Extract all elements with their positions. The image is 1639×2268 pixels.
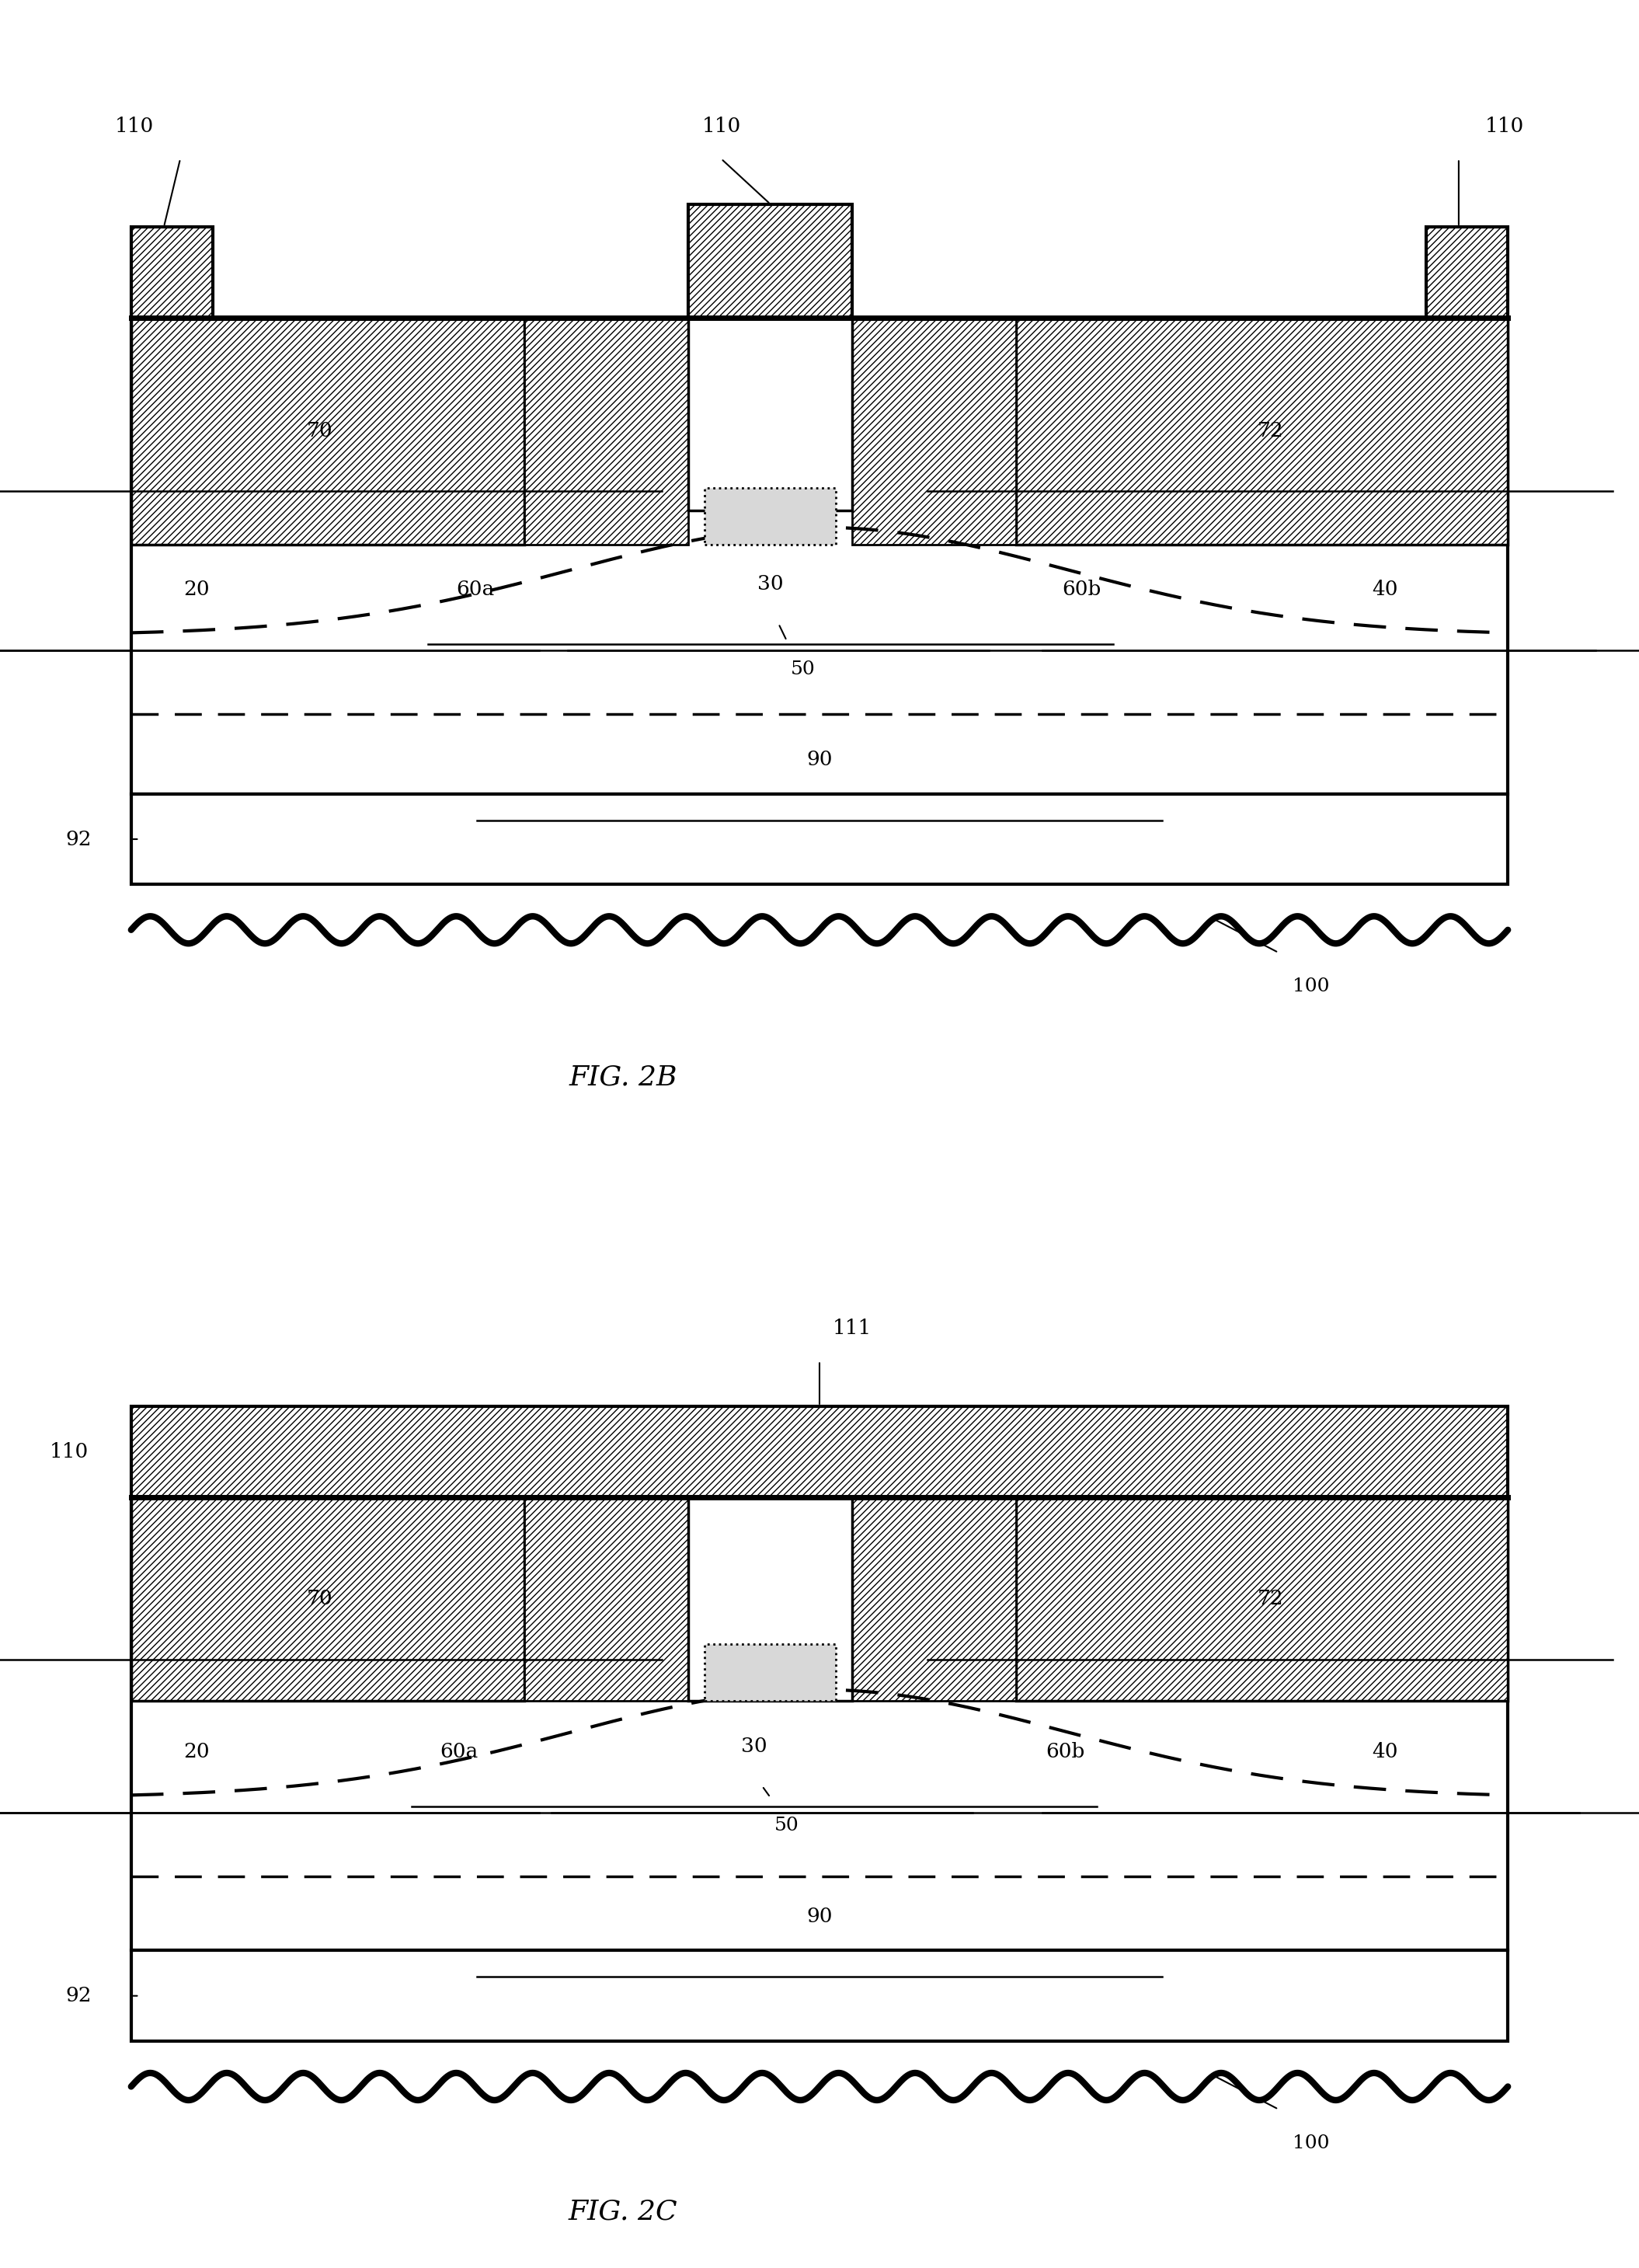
- Text: 90: 90: [806, 1907, 833, 1926]
- Text: 111: 111: [833, 1318, 872, 1338]
- Text: 100: 100: [1293, 978, 1329, 996]
- Bar: [524, 1497, 688, 1701]
- Text: 90: 90: [806, 751, 833, 769]
- Bar: [131, 318, 524, 544]
- Text: 60b: 60b: [1046, 1742, 1085, 1762]
- Bar: [131, 1950, 1508, 2041]
- Bar: [852, 318, 1016, 544]
- Bar: [131, 1497, 524, 1701]
- Text: 40: 40: [1372, 1742, 1398, 1762]
- Bar: [131, 227, 213, 318]
- Text: 20: 20: [184, 581, 210, 599]
- Text: 60a: 60a: [456, 581, 495, 599]
- Text: 20: 20: [184, 1742, 210, 1762]
- Text: 60a: 60a: [439, 1742, 479, 1762]
- Bar: [852, 1497, 1016, 1701]
- Bar: [1016, 1497, 1508, 1701]
- Text: 74: 74: [757, 479, 783, 497]
- Bar: [131, 318, 1508, 794]
- Text: 40: 40: [1372, 581, 1398, 599]
- Text: 100: 100: [1293, 2134, 1329, 2152]
- Bar: [688, 1497, 852, 1701]
- Text: 110: 110: [1485, 116, 1524, 136]
- Text: FIG. 2C: FIG. 2C: [569, 2198, 677, 2225]
- Text: 110: 110: [701, 116, 741, 136]
- Bar: [524, 318, 688, 544]
- Bar: [131, 1406, 1508, 1497]
- Text: 50: 50: [774, 1817, 800, 1835]
- Bar: [705, 1644, 836, 1701]
- Text: 110: 110: [49, 1442, 89, 1461]
- Bar: [1426, 227, 1508, 318]
- Text: 92: 92: [66, 1987, 92, 2005]
- Text: 92: 92: [66, 830, 92, 848]
- Bar: [688, 318, 852, 510]
- Text: 72: 72: [1257, 1590, 1283, 1608]
- Text: 50: 50: [790, 660, 816, 678]
- Text: 72: 72: [1257, 422, 1283, 440]
- Text: 30: 30: [741, 1737, 767, 1755]
- Bar: [131, 794, 1508, 885]
- Bar: [1016, 318, 1508, 544]
- Bar: [705, 488, 836, 544]
- Text: 106: 106: [752, 1545, 788, 1563]
- Text: 60b: 60b: [1062, 581, 1101, 599]
- Text: 106: 106: [752, 365, 788, 383]
- Text: FIG. 2B: FIG. 2B: [569, 1064, 677, 1091]
- Text: 70: 70: [306, 1590, 333, 1608]
- Bar: [688, 204, 852, 318]
- Text: 74: 74: [757, 1642, 783, 1658]
- Bar: [131, 1497, 1508, 1950]
- Text: 110: 110: [115, 116, 154, 136]
- Text: 70: 70: [306, 422, 333, 440]
- Text: 30: 30: [757, 574, 783, 594]
